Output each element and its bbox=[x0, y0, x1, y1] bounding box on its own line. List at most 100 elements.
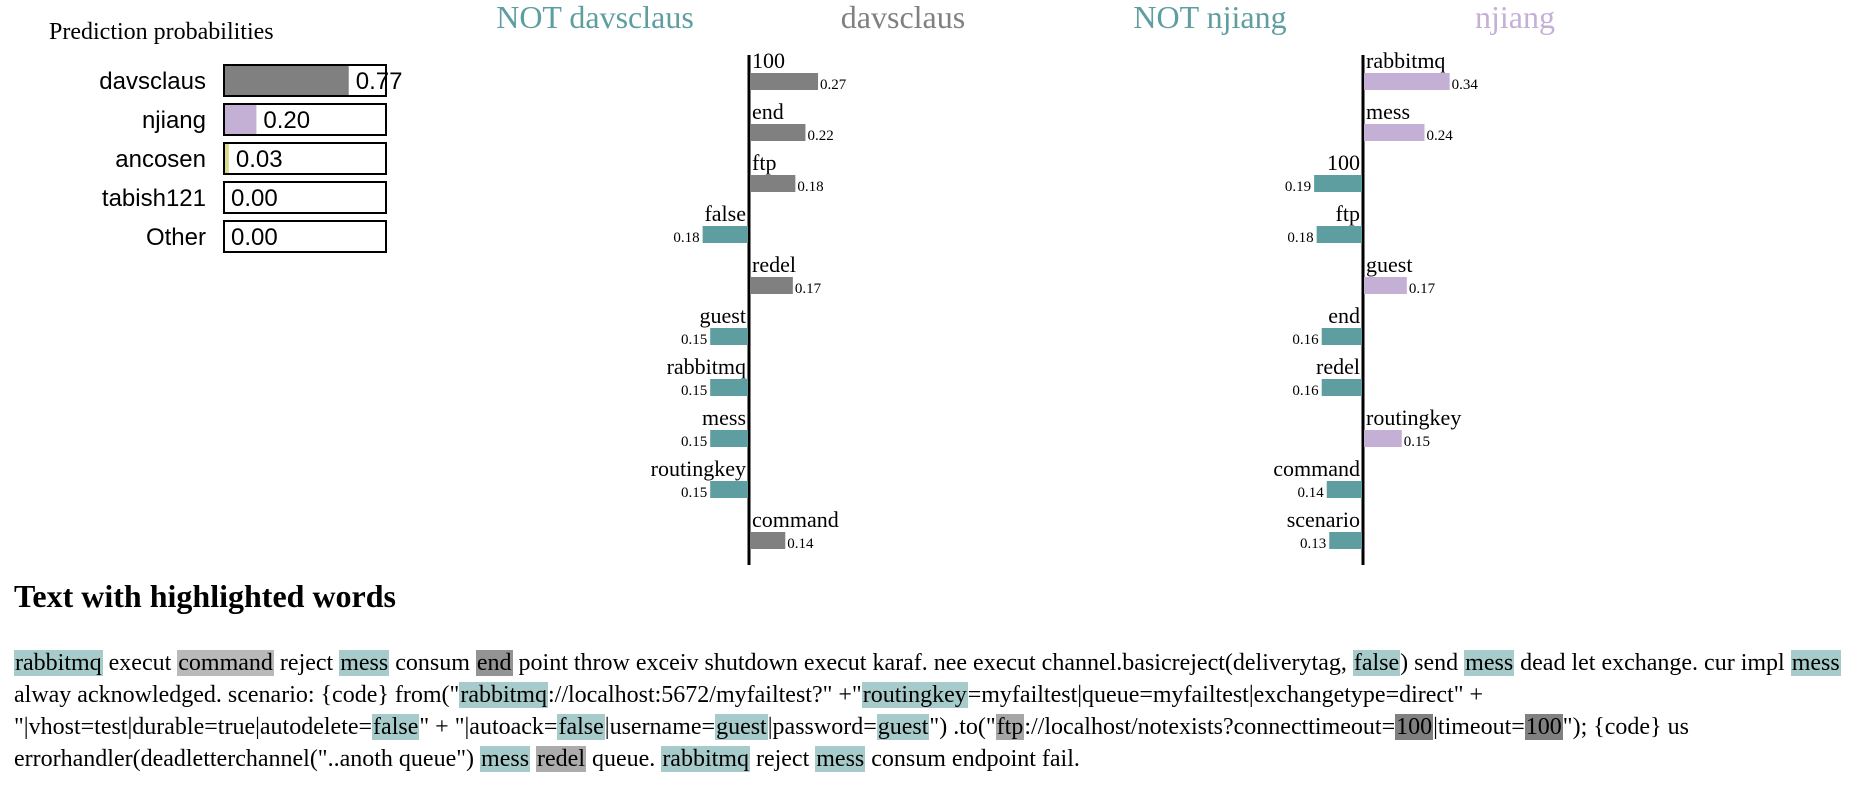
prediction-value-label: 0.77 bbox=[356, 68, 403, 95]
word-weight-bar bbox=[1364, 277, 1407, 294]
word-label: guest bbox=[700, 303, 746, 328]
highlighted-word: ftp bbox=[995, 714, 1025, 740]
prediction-bar-frame bbox=[223, 181, 387, 214]
highlighted-word: 100 bbox=[1395, 714, 1434, 740]
word-weight-bar bbox=[1314, 175, 1362, 192]
word-label: redel bbox=[1316, 354, 1360, 379]
word-weight-value: 0.18 bbox=[797, 179, 823, 195]
highlighted-word: 100 bbox=[1524, 714, 1563, 740]
prediction-class-label: njiang bbox=[142, 107, 206, 134]
word-weight-bar bbox=[1326, 481, 1362, 498]
word-weight-bar bbox=[1329, 532, 1362, 549]
word-weight-value: 0.19 bbox=[1285, 179, 1311, 195]
word-label: end bbox=[1328, 303, 1360, 328]
highlighted-word: end bbox=[475, 650, 513, 676]
highlighted-text-title: Text with highlighted words bbox=[14, 578, 396, 614]
word-label: redel bbox=[752, 252, 796, 277]
highlighted-word: mess bbox=[815, 746, 866, 772]
prediction-value-label: 0.00 bbox=[231, 224, 278, 251]
word-label: 100 bbox=[752, 48, 785, 73]
prediction-bar bbox=[224, 104, 257, 135]
word-label: scenario bbox=[1287, 507, 1360, 532]
word-weight-value: 0.15 bbox=[681, 332, 707, 348]
word-weight-bar bbox=[710, 379, 748, 396]
highlighted-word: mess bbox=[1464, 650, 1515, 676]
prediction-probabilities-title: Prediction probabilities bbox=[49, 19, 274, 45]
prediction-bar-frame bbox=[223, 64, 387, 97]
highlighted-word: command bbox=[177, 650, 274, 676]
word-weight-value: 0.16 bbox=[1292, 332, 1319, 348]
explanation-right-positive-label: njiang bbox=[1475, 0, 1555, 35]
explanation-left-negative-label: NOT davsclaus bbox=[496, 0, 694, 35]
explanation-right-negative-label: NOT njiang bbox=[1133, 0, 1286, 35]
word-weight-value: 0.22 bbox=[807, 128, 833, 144]
word-label: 100 bbox=[1327, 150, 1360, 175]
word-weight-value: 0.18 bbox=[1287, 230, 1313, 246]
word-weight-bar bbox=[710, 328, 748, 345]
word-weight-value: 0.15 bbox=[681, 485, 707, 501]
highlighted-word: mess bbox=[1790, 650, 1841, 676]
visualization-canvas: Prediction probabilities davsclaus 0.77 nj… bbox=[49, 0, 1555, 565]
word-weight-value: 0.15 bbox=[1404, 434, 1430, 450]
word-label: mess bbox=[1366, 99, 1410, 124]
word-label: mess bbox=[702, 405, 746, 430]
word-weight-bar bbox=[1364, 73, 1450, 90]
highlighted-word: mess bbox=[480, 746, 531, 772]
highlighted-word: mess bbox=[339, 650, 390, 676]
highlighted-text-body: rabbitmq execut command reject mess cons… bbox=[14, 650, 1841, 772]
word-weight-bar bbox=[710, 481, 748, 498]
word-weight-value: 0.17 bbox=[795, 281, 822, 297]
highlighted-word: false bbox=[557, 714, 605, 740]
word-weight-bar bbox=[1321, 328, 1362, 345]
word-label: ftp bbox=[752, 150, 776, 175]
word-weight-value: 0.15 bbox=[681, 434, 707, 450]
prediction-class-label: davsclaus bbox=[99, 68, 206, 95]
explanation-left-positive-label: davsclaus bbox=[841, 0, 965, 35]
word-label: routingkey bbox=[1366, 405, 1461, 430]
word-label: rabbitmq bbox=[1366, 48, 1445, 73]
prediction-bar bbox=[224, 65, 349, 96]
word-weight-bar bbox=[702, 226, 748, 243]
word-weight-value: 0.14 bbox=[787, 536, 814, 552]
highlighted-word: rabbitmq bbox=[14, 650, 103, 676]
word-weight-bar bbox=[710, 430, 748, 447]
word-weight-bar bbox=[750, 73, 819, 90]
word-label: false bbox=[704, 201, 746, 226]
word-weight-bar bbox=[1364, 430, 1402, 447]
explanation-chart-davsclaus: 100 0.27 end 0.22 ftp 0.18 false 0.18 redel 0.17 g… bbox=[651, 48, 847, 565]
prediction-class-label: Other bbox=[146, 224, 206, 251]
word-label: command bbox=[1273, 456, 1360, 481]
word-weight-value: 0.13 bbox=[1300, 536, 1326, 552]
word-weight-bar bbox=[750, 175, 796, 192]
word-weight-value: 0.34 bbox=[1452, 77, 1479, 93]
word-weight-bar bbox=[1321, 379, 1362, 396]
word-weight-bar bbox=[1364, 124, 1425, 141]
word-label: end bbox=[752, 99, 784, 124]
word-weight-value: 0.16 bbox=[1292, 383, 1319, 399]
prediction-bar-frame bbox=[223, 142, 387, 175]
prediction-bar-frame bbox=[223, 103, 387, 136]
prediction-bar bbox=[224, 143, 229, 174]
prediction-bar-frame bbox=[223, 220, 387, 253]
explanation-chart-njiang: rabbitmq 0.34 mess 0.24 100 0.19 ftp 0.18 guest 0… bbox=[1273, 48, 1478, 565]
word-weight-value: 0.14 bbox=[1297, 485, 1324, 501]
highlighted-word: rabbitmq bbox=[661, 746, 750, 772]
highlighted-word: false bbox=[372, 714, 420, 740]
prediction-value-label: 0.20 bbox=[263, 107, 310, 134]
prediction-value-label: 0.03 bbox=[236, 146, 283, 173]
highlighted-word: guest bbox=[715, 714, 768, 740]
word-weight-bar bbox=[1316, 226, 1362, 243]
word-weight-value: 0.18 bbox=[673, 230, 699, 246]
word-weight-value: 0.17 bbox=[1409, 281, 1436, 297]
word-weight-value: 0.27 bbox=[820, 77, 847, 93]
word-weight-bar bbox=[750, 277, 793, 294]
word-weight-bar bbox=[750, 532, 786, 549]
word-label: ftp bbox=[1336, 201, 1360, 226]
word-weight-value: 0.24 bbox=[1426, 128, 1453, 144]
highlighted-word: false bbox=[1352, 650, 1401, 676]
highlighted-word: rabbitmq bbox=[459, 682, 548, 708]
word-label: command bbox=[752, 507, 839, 532]
word-label: guest bbox=[1366, 252, 1412, 277]
word-weight-bar bbox=[750, 124, 806, 141]
prediction-class-label: tabish121 bbox=[102, 185, 206, 212]
